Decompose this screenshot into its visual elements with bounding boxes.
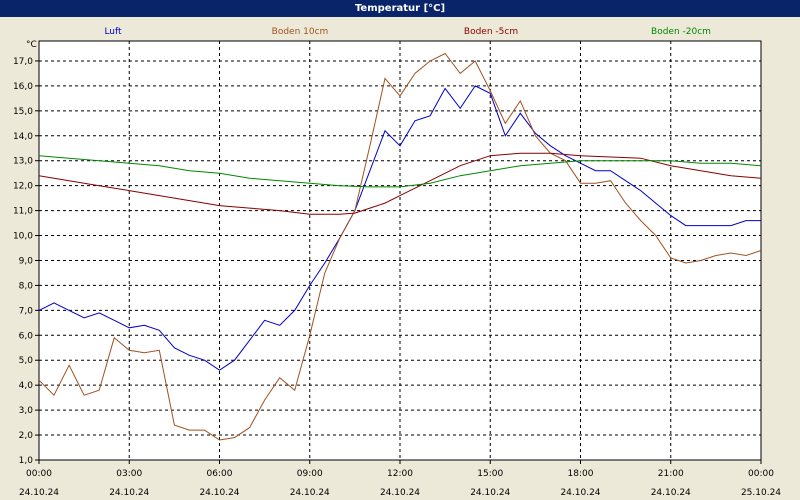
x-tick-date-label: 24.10.24 xyxy=(290,488,330,498)
legend-entry: Boden -5cm xyxy=(464,27,518,37)
y-tick-label: 2,0 xyxy=(19,431,34,441)
x-tick-time-label: 15:00 xyxy=(477,469,503,479)
y-tick-label: 16,0 xyxy=(13,82,33,92)
x-tick-date-label: 24.10.24 xyxy=(651,488,691,498)
y-tick-label: 8,0 xyxy=(19,281,34,291)
y-axis-unit-label: °C xyxy=(26,40,37,50)
x-axis-ticks: 00:00 24.10.24 03:00 24.10.24 06:00 24.10.24 0… xyxy=(19,460,781,498)
legend-entry: Boden -20cm xyxy=(651,27,711,37)
x-tick-time-label: 12:00 xyxy=(387,469,413,479)
legend-entry: Boden 10cm xyxy=(272,27,329,37)
x-tick-time-label: 00:00 xyxy=(26,469,52,479)
series-line-1 xyxy=(38,85,761,371)
legend: Luft Boden 10cm Boden -5cm Boden -20cm xyxy=(104,27,711,37)
x-tick-time-label: 18:00 xyxy=(568,469,594,479)
series-line-4 xyxy=(38,155,762,188)
y-tick-label: 17,0 xyxy=(13,57,33,67)
legend-entry: Luft xyxy=(104,27,122,37)
x-tick-date-label: 24.10.24 xyxy=(19,488,59,498)
y-tick-label: 1,0 xyxy=(19,456,34,466)
y-tick-label: 11,0 xyxy=(13,207,33,217)
y-tick-label: 14,0 xyxy=(13,132,33,142)
y-tick-label: 15,0 xyxy=(13,107,33,117)
x-tick-date-label: 24.10.24 xyxy=(560,488,600,498)
x-tick-time-label: 06:00 xyxy=(207,469,233,479)
x-tick-time-label: 21:00 xyxy=(658,469,684,479)
y-tick-label: 4,0 xyxy=(19,381,34,391)
temperature-chart: 1,0 2,0 3,0 4,0 5,0 6,0 7,0 8,0 9,0 10,0 11,0 12,0 1… xyxy=(13,27,781,498)
series-lines xyxy=(38,52,762,441)
x-tick-date-label: 24.10.24 xyxy=(380,488,420,498)
chart-title: Temperatur [°C] xyxy=(0,0,800,17)
grid-lines xyxy=(39,41,761,461)
series-line-2 xyxy=(38,52,762,441)
y-tick-label: 7,0 xyxy=(19,306,34,316)
y-tick-label: 13,0 xyxy=(13,157,33,167)
y-tick-label: 9,0 xyxy=(19,256,34,266)
x-tick-date-label: 24.10.24 xyxy=(109,488,149,498)
y-tick-label: 5,0 xyxy=(19,356,34,366)
y-tick-label: 6,0 xyxy=(19,331,34,341)
x-tick-time-label: 09:00 xyxy=(297,469,323,479)
x-tick-date-label: 25.10.24 xyxy=(741,488,781,498)
x-tick-date-label: 24.10.24 xyxy=(470,488,510,498)
y-tick-label: 3,0 xyxy=(19,406,34,416)
x-tick-time-label: 03:00 xyxy=(116,469,142,479)
series-line-3 xyxy=(38,152,762,215)
y-tick-label: 10,0 xyxy=(13,232,33,242)
y-axis-ticks: 1,0 2,0 3,0 4,0 5,0 6,0 7,0 8,0 9,0 10,0 11,0 12,0 1… xyxy=(13,57,39,466)
x-tick-time-label: 00:00 xyxy=(748,469,774,479)
y-tick-label: 12,0 xyxy=(13,182,33,192)
x-tick-date-label: 24.10.24 xyxy=(199,488,239,498)
